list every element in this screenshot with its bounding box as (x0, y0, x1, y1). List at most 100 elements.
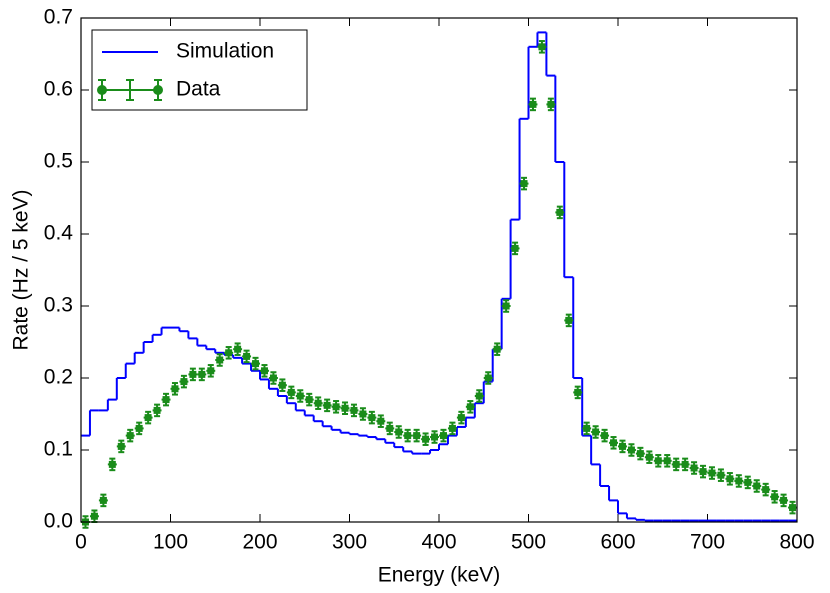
data-point (144, 414, 152, 422)
x-axis-label: Energy (keV) (378, 564, 501, 587)
data-point (529, 100, 537, 108)
data-point (377, 417, 385, 425)
y-tick-label: 0.3 (44, 294, 73, 317)
data-point (395, 428, 403, 436)
data-point (135, 424, 143, 432)
data-point (493, 345, 501, 353)
data-point (592, 428, 600, 436)
y-tick-label: 0.2 (44, 366, 73, 389)
data-point (610, 439, 618, 447)
data-point (601, 432, 609, 440)
x-tick-label: 100 (153, 531, 188, 554)
x-tick-label: 500 (511, 531, 546, 554)
data-point (422, 435, 430, 443)
x-tick-label: 800 (779, 531, 814, 554)
data-point (618, 442, 626, 450)
data-point (278, 381, 286, 389)
data-point (171, 385, 179, 393)
data-point (269, 374, 277, 382)
data-point (484, 374, 492, 382)
data-point (180, 378, 188, 386)
data-point (234, 345, 242, 353)
data-point (162, 396, 170, 404)
data-point (225, 349, 233, 357)
data-point (780, 496, 788, 504)
legend-marker (97, 85, 107, 95)
data-point (448, 424, 456, 432)
data-point (153, 406, 161, 414)
data-point (404, 432, 412, 440)
data-point (287, 388, 295, 396)
y-tick-label: 0.4 (44, 222, 74, 245)
data-point (305, 396, 313, 404)
data-point (117, 442, 125, 450)
data-point (627, 446, 635, 454)
data-point (413, 432, 421, 440)
legend-marker (153, 85, 163, 95)
data-point (198, 370, 206, 378)
data-point (207, 367, 215, 375)
data-point (672, 460, 680, 468)
data-point (556, 208, 564, 216)
data-point (431, 433, 439, 441)
data-point (511, 244, 519, 252)
data-point (189, 370, 197, 378)
y-axis-label: Rate (Hz / 5 keV) (10, 189, 33, 350)
data-point (708, 469, 716, 477)
data-point (654, 457, 662, 465)
legend-box (91, 29, 308, 111)
data-point (717, 471, 725, 479)
y-tick-label: 0.7 (44, 6, 73, 29)
data-point (296, 392, 304, 400)
data-point (771, 493, 779, 501)
y-tick-label: 0.6 (44, 78, 73, 101)
y-tick-label: 0.5 (44, 150, 73, 173)
data-point (502, 302, 510, 310)
x-tick-label: 300 (332, 531, 367, 554)
data-point (762, 486, 770, 494)
data-point (439, 432, 447, 440)
data-point (663, 457, 671, 465)
data-point (699, 468, 707, 476)
data-point (735, 477, 743, 485)
y-tick-label: 0.1 (44, 438, 73, 461)
data-point (126, 432, 134, 440)
data-point (753, 482, 761, 490)
data-point (466, 403, 474, 411)
data-point (681, 460, 689, 468)
data-point (789, 504, 797, 512)
x-tick-label: 400 (421, 531, 456, 554)
data-point (359, 410, 367, 418)
legend-label: Simulation (176, 40, 274, 63)
data-point (690, 464, 698, 472)
data-point (368, 414, 376, 422)
data-point (726, 475, 734, 483)
data-point (538, 43, 546, 51)
plot-frame (80, 17, 798, 523)
data-point (341, 404, 349, 412)
data-point (243, 352, 251, 360)
data-point (108, 460, 116, 468)
x-tick-label: 700 (690, 531, 725, 554)
data-point (99, 496, 107, 504)
data-point (386, 424, 394, 432)
data-point (475, 392, 483, 400)
data-point (314, 399, 322, 407)
data-point (252, 360, 260, 368)
data-point (574, 388, 582, 396)
legend-label: Data (176, 78, 221, 101)
data-point (636, 450, 644, 458)
data-point (350, 406, 358, 414)
x-tick-label: 600 (600, 531, 635, 554)
data-point (547, 100, 555, 108)
data-point (583, 424, 591, 432)
data-point (457, 414, 465, 422)
x-tick-label: 0 (75, 531, 87, 554)
data-point (520, 180, 528, 188)
data-point (565, 316, 573, 324)
data-point (260, 367, 268, 375)
data-point (744, 478, 752, 486)
data-point (332, 403, 340, 411)
data-point (645, 453, 653, 461)
